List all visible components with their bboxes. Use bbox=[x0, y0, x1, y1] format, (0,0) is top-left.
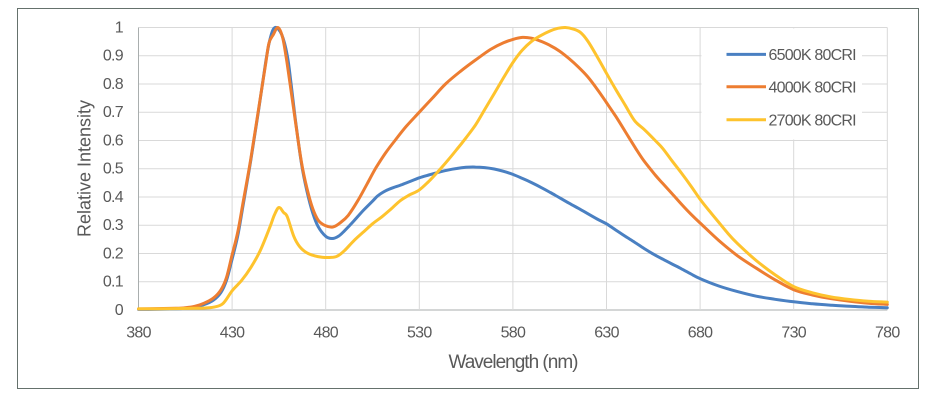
svg-text:730: 730 bbox=[781, 325, 806, 342]
svg-text:0: 0 bbox=[115, 302, 124, 319]
svg-text:0.3: 0.3 bbox=[103, 217, 124, 234]
svg-text:780: 780 bbox=[875, 325, 900, 342]
svg-text:0.1: 0.1 bbox=[103, 274, 124, 291]
svg-text:0.2: 0.2 bbox=[103, 245, 124, 262]
svg-text:530: 530 bbox=[407, 325, 432, 342]
svg-text:2700K 80CRI: 2700K 80CRI bbox=[769, 112, 856, 129]
svg-text:0.6: 0.6 bbox=[103, 132, 124, 149]
svg-text:Wavelength (nm): Wavelength (nm) bbox=[449, 352, 579, 373]
svg-text:6500K 80CRI: 6500K 80CRI bbox=[769, 47, 856, 64]
svg-text:1: 1 bbox=[115, 19, 124, 36]
svg-text:0.9: 0.9 bbox=[103, 48, 124, 65]
svg-text:0.4: 0.4 bbox=[103, 189, 124, 206]
svg-text:0.7: 0.7 bbox=[103, 104, 124, 121]
svg-text:630: 630 bbox=[594, 325, 619, 342]
svg-text:0.5: 0.5 bbox=[103, 161, 124, 178]
svg-text:680: 680 bbox=[688, 325, 713, 342]
svg-text:Relative Intensity: Relative Intensity bbox=[75, 100, 95, 237]
svg-text:4000K 80CRI: 4000K 80CRI bbox=[769, 79, 856, 96]
svg-text:0.8: 0.8 bbox=[103, 76, 124, 93]
svg-text:480: 480 bbox=[313, 325, 338, 342]
svg-text:580: 580 bbox=[501, 325, 526, 342]
svg-text:380: 380 bbox=[126, 325, 151, 342]
svg-text:430: 430 bbox=[220, 325, 245, 342]
